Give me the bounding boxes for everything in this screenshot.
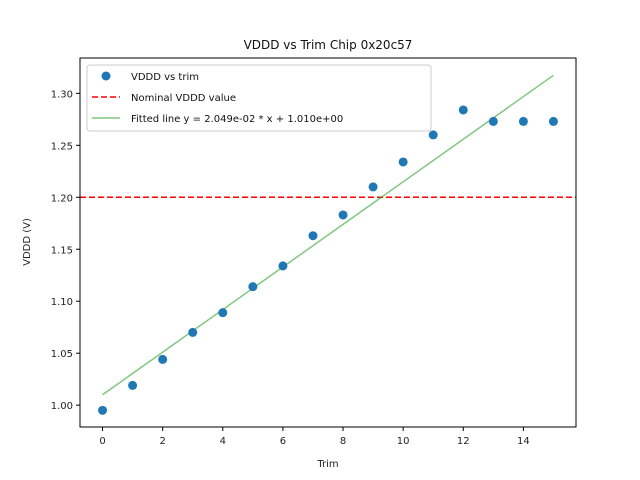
- legend-marker-scatter: [101, 71, 111, 81]
- legend-label-nominal: Nominal VDDD value: [131, 93, 236, 104]
- x-tick-label: 0: [99, 436, 105, 447]
- data-point: [458, 105, 468, 115]
- x-tick-label: 6: [280, 436, 286, 447]
- x-axis-label: Trim: [316, 459, 338, 470]
- x-tick-label: 14: [517, 436, 530, 447]
- data-point: [518, 116, 528, 126]
- data-point: [338, 210, 348, 220]
- x-tick-label: 2: [159, 436, 165, 447]
- y-tick-label: 1.25: [51, 141, 73, 152]
- x-tick-label: 4: [220, 436, 226, 447]
- y-tick-label: 1.20: [51, 193, 73, 204]
- x-tick-label: 10: [397, 436, 410, 447]
- y-tick-label: 1.15: [51, 245, 73, 256]
- legend-box: [86, 64, 432, 132]
- data-point: [308, 231, 318, 241]
- y-tick-label: 1.30: [51, 89, 73, 100]
- data-point: [158, 354, 168, 364]
- data-point: [278, 261, 288, 271]
- chart-title: VDDD vs Trim Chip 0x20c57: [244, 38, 413, 52]
- plot-area: [80, 74, 576, 415]
- x-tick-label: 8: [340, 436, 346, 447]
- y-axis: 1.00 1.05 1.10 1.15 1.20 1.25 1.30: [51, 89, 80, 412]
- y-tick-label: 1.10: [51, 297, 73, 308]
- legend-label-fit: Fitted line y = 2.049e-02 * x + 1.010e+0…: [131, 114, 343, 125]
- data-point: [548, 116, 558, 126]
- x-tick-label: 12: [457, 436, 470, 447]
- y-tick-label: 1.00: [51, 401, 73, 412]
- legend-label-scatter: VDDD vs trim: [131, 72, 199, 83]
- data-point: [248, 282, 258, 292]
- data-point: [398, 157, 408, 167]
- data-point: [488, 116, 498, 126]
- data-point: [428, 130, 438, 140]
- data-point: [368, 182, 378, 192]
- data-point: [98, 405, 108, 415]
- y-tick-label: 1.05: [51, 349, 73, 360]
- x-axis: 0 2 4 6 8 10 12 14: [99, 427, 530, 447]
- data-point: [128, 380, 138, 390]
- axes-frame: [79, 57, 577, 428]
- legend: VDDD vs trim Nominal VDDD value Fitted l…: [86, 64, 432, 132]
- data-point: [188, 327, 198, 337]
- y-axis-label: VDDD (V): [22, 218, 33, 266]
- fitted-line: [102, 74, 554, 396]
- data-point: [218, 308, 228, 318]
